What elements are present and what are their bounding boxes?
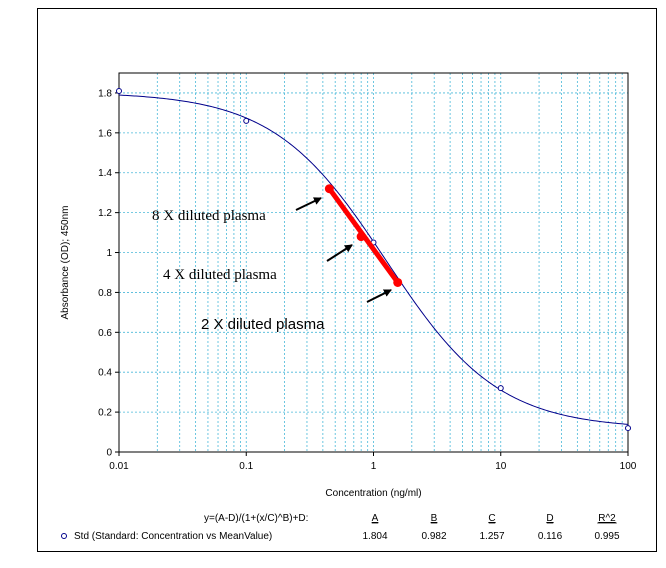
y-tick-label: 0.2 (98, 408, 112, 419)
y-tick-label: 1.4 (98, 168, 112, 179)
standard-point (497, 385, 504, 392)
x-tick-label: 1 (371, 461, 377, 472)
y-tick-label: 1.8 (98, 88, 112, 99)
fit-value: 1.257 (479, 531, 504, 542)
y-axis-label: Absorbance (OD); 450nm (60, 206, 71, 320)
annotation-4x-diluted: 4 X diluted plasma (163, 267, 277, 283)
fit-header: C (488, 513, 495, 524)
fit-value: 0.982 (421, 531, 446, 542)
grid (119, 73, 628, 452)
fit-header: D (546, 513, 553, 524)
fit-value: 0.995 (594, 531, 619, 542)
sample-points (324, 184, 403, 287)
standard-point (243, 117, 250, 124)
x-tick-label: 100 (620, 461, 637, 472)
annotation-2x-diluted: 2 X diluted plasma (201, 316, 325, 333)
standard-point (625, 425, 631, 432)
y-tick-label: 1.6 (98, 128, 112, 139)
sample-point (324, 184, 334, 194)
fit-value: 0.116 (538, 531, 563, 542)
y-tick-label: 0.6 (98, 328, 112, 339)
sample-point (356, 232, 366, 242)
fit-parameter-headers: A B C D R^2 (372, 513, 617, 524)
standard-points (116, 87, 631, 432)
fit-value: 1.804 (362, 531, 387, 542)
x-axis-label: Concentration (ng/ml) (325, 488, 421, 499)
x-tick-label: 0.1 (239, 461, 253, 472)
fit-parameter-values: 1.804 0.982 1.257 0.116 0.995 (362, 531, 619, 542)
y-tick-label: 1.2 (98, 208, 112, 219)
annotation-8x-diluted: 8 X diluted plasma (152, 208, 266, 224)
series-label: Std (Standard: Concentration vs MeanValu… (74, 531, 272, 542)
arrow-2x (366, 289, 392, 303)
chart-frame (37, 8, 657, 552)
fit-equation: y=(A-D)/(1+(x/C)^B)+D: (204, 513, 308, 524)
x-tick-label: 0.01 (109, 461, 129, 472)
arrow-4x (326, 244, 353, 262)
y-tick-label: 0 (106, 448, 112, 459)
series-marker-icon (61, 533, 67, 539)
fit-header: R^2 (598, 513, 616, 524)
arrow-8x (295, 197, 322, 211)
y-tick-label: 0.4 (98, 368, 112, 379)
fit-header: A (372, 513, 379, 524)
x-tick-label: 10 (495, 461, 507, 472)
sample-point (393, 277, 403, 287)
standard-point (116, 87, 122, 94)
y-tick-label: 1 (106, 248, 112, 259)
fit-header: B (431, 513, 438, 524)
y-tick-label: 0.8 (98, 288, 112, 299)
axis-ticks: 0.01 0.1 1 10 100 0 0.2 0.4 0.6 0.8 1 1.2 1.4 1.6 1.8 (98, 88, 637, 472)
